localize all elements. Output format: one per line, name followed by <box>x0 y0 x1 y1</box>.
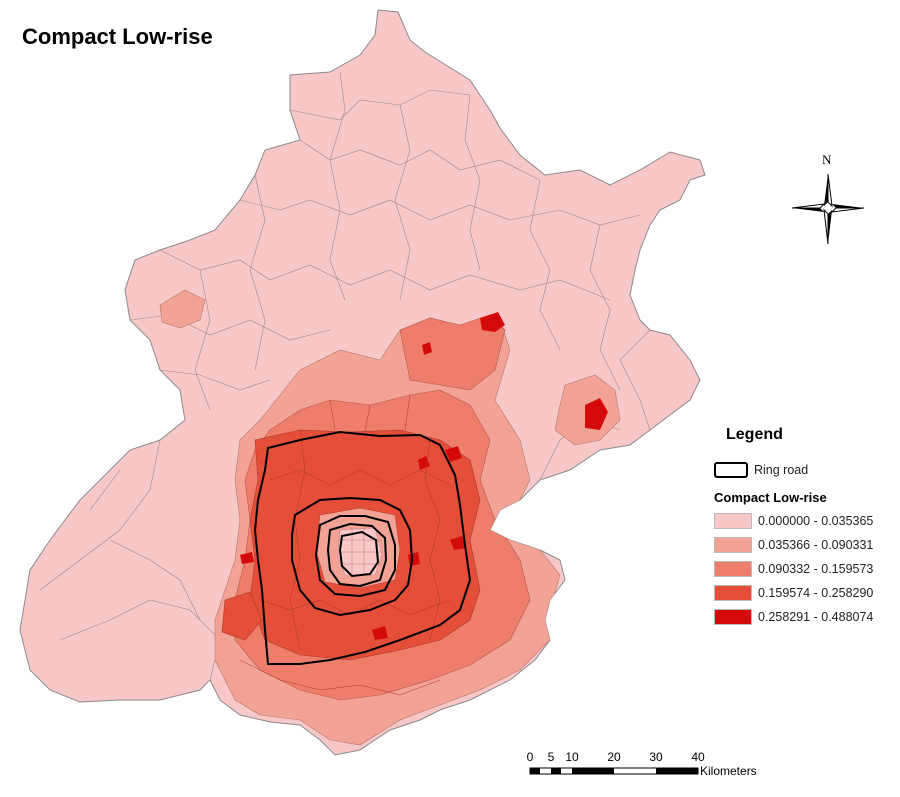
legend-class-label: 0.258291 - 0.488074 <box>758 610 874 624</box>
legend-heading: Legend <box>726 426 783 443</box>
legend-class-label: 0.000000 - 0.035365 <box>758 514 874 528</box>
ring-road-swatch <box>714 462 748 478</box>
ring-road-5 <box>291 496 414 617</box>
scale-bar-graphic <box>529 767 699 775</box>
scale-tick-label: 5 <box>547 750 555 764</box>
legend-class-row: 0.258291 - 0.488074 <box>714 605 894 629</box>
scale-tick-label: 20 <box>607 750 621 764</box>
legend: Legend Ring road Compact Low-rise 0.0000… <box>714 426 894 629</box>
scale-tick-label: 0 <box>526 750 534 764</box>
scale-tick-label: 30 <box>649 750 663 764</box>
class-5-hotspots <box>240 312 608 640</box>
legend-class-label: 0.159574 - 0.258290 <box>758 586 874 600</box>
class-2-patch-west <box>159 289 206 329</box>
township-boundaries <box>39 71 651 681</box>
legend-class-row: 0.159574 - 0.258290 <box>714 581 894 605</box>
legend-class-swatch <box>714 561 752 577</box>
ring-road-label: Ring road <box>754 463 809 477</box>
class-3-north-arm <box>399 314 506 391</box>
north-label: N <box>822 152 832 167</box>
north-arrow: N <box>790 152 866 248</box>
legend-class-label: 0.035366 - 0.090331 <box>758 538 874 552</box>
district-lines <box>239 394 451 696</box>
class-4-patch-southwest <box>221 591 263 641</box>
scale-tick-label: 10 <box>565 750 579 764</box>
legend-class-swatch <box>714 585 752 601</box>
ring-roads <box>253 430 472 665</box>
legend-class-swatch <box>714 537 752 553</box>
legend-class-swatch <box>714 513 752 529</box>
legend-class-label: 0.090332 - 0.159573 <box>758 562 874 576</box>
ring-road-6 <box>253 430 472 665</box>
legend-class-title: Compact Low-rise <box>714 490 827 505</box>
scale-tick-label: 40 <box>691 750 705 764</box>
core-grid <box>340 528 382 576</box>
ring-road-3 <box>326 522 388 588</box>
ring-road-4 <box>314 515 396 598</box>
compass-rose-icon <box>791 173 865 245</box>
legend-class-swatch <box>714 609 752 625</box>
scale-bar: 0 5 10 20 30 40 Kilometers <box>520 748 780 784</box>
legend-class-row: 0.035366 - 0.090331 <box>714 533 894 557</box>
legend-class-row: 0.090332 - 0.159573 <box>714 557 894 581</box>
legend-class-row: 0.000000 - 0.035365 <box>714 509 894 533</box>
map-title: Compact Low-rise <box>22 24 213 49</box>
scale-tick-labels: 0 5 10 20 30 40 <box>520 748 720 764</box>
legend-ring-road: Ring road <box>714 458 894 482</box>
legend-class-list: 0.000000 - 0.035365 0.035366 - 0.090331 0.… <box>714 509 894 629</box>
ring-road-2 <box>338 530 380 578</box>
scale-unit: Kilometers <box>700 764 757 778</box>
